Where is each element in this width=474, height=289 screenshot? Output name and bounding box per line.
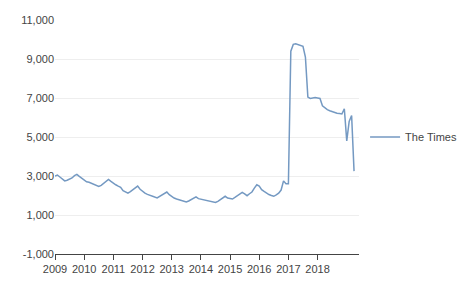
svg-text:9,000: 9,000 (26, 53, 54, 65)
svg-text:2011: 2011 (102, 263, 126, 275)
svg-text:2017: 2017 (276, 263, 300, 275)
svg-text:11,000: 11,000 (21, 14, 54, 26)
svg-text:2009: 2009 (43, 263, 67, 275)
svg-text:2016: 2016 (247, 263, 271, 275)
svg-text:The Times: The Times (405, 131, 457, 143)
svg-text:2015: 2015 (218, 263, 242, 275)
svg-text:1,000: 1,000 (26, 209, 54, 221)
svg-text:7,000: 7,000 (26, 92, 54, 104)
svg-text:2018: 2018 (305, 263, 329, 275)
svg-text:2014: 2014 (189, 263, 213, 275)
svg-text:2013: 2013 (159, 263, 183, 275)
svg-text:2010: 2010 (72, 263, 96, 275)
svg-text:-1,000: -1,000 (23, 248, 54, 260)
svg-text:3,000: 3,000 (26, 170, 54, 182)
svg-text:5,000: 5,000 (26, 131, 54, 143)
svg-text:2012: 2012 (130, 263, 154, 275)
